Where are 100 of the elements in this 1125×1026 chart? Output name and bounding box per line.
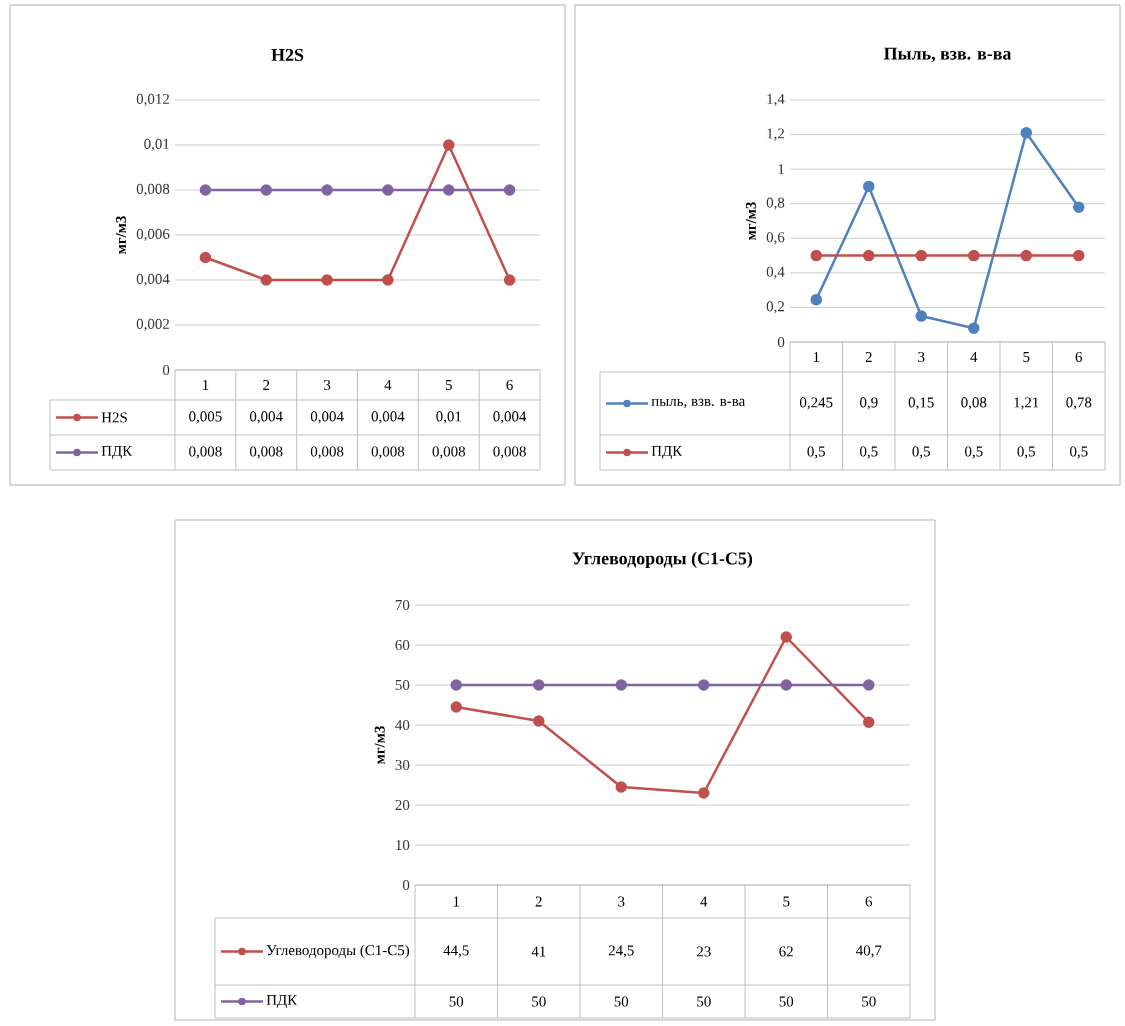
data-label: 0,78: [1066, 397, 1092, 410]
legend-label: пыль, взв. в-ва: [651, 398, 746, 409]
point: [199, 251, 212, 264]
data-label: 62: [779, 946, 793, 957]
data-label: 23: [696, 946, 711, 957]
legend-label: ПДК: [651, 446, 683, 459]
data-label: 24,5: [608, 945, 634, 958]
data-label: 0,004: [310, 411, 344, 424]
point: [863, 249, 875, 262]
x-tick-label: 4: [384, 380, 392, 390]
y-tick-label: 0,6: [766, 232, 785, 245]
y-tick-label: 0: [162, 364, 170, 376]
data-label: 0,9: [860, 397, 878, 410]
point: [698, 787, 710, 799]
point: [863, 716, 875, 728]
x-tick-label: 2: [535, 896, 542, 907]
data-label: 0,008: [310, 446, 344, 459]
point: [780, 679, 792, 691]
point: [443, 139, 455, 151]
x-tick-label: 1: [813, 352, 820, 362]
point: [503, 184, 516, 196]
point: [1073, 249, 1085, 262]
point: [1073, 201, 1085, 213]
x-tick-label: 2: [263, 380, 270, 390]
point: [863, 180, 875, 193]
point: [968, 249, 980, 262]
point: [321, 274, 333, 286]
data-label: 0,008: [432, 446, 466, 459]
x-tick-label: 5: [445, 380, 452, 390]
point: [443, 184, 455, 196]
data-label: 0,245: [799, 397, 833, 410]
y-tick-label: 0,01: [144, 138, 169, 152]
point: [450, 679, 462, 691]
point: [863, 679, 875, 691]
data-label: 50: [862, 996, 876, 1007]
point: [199, 184, 212, 196]
point: [533, 679, 545, 691]
x-tick-label: 4: [970, 352, 978, 362]
data-label: 0,5: [965, 446, 983, 459]
point: [915, 310, 928, 322]
x-tick-label: 6: [1075, 351, 1083, 363]
chart-title: Пыль, взв. в-ва: [883, 47, 1012, 63]
data-label: 40,7: [856, 945, 882, 958]
data-label: 0,08: [961, 397, 987, 410]
point: [382, 184, 394, 196]
point: [968, 322, 980, 334]
x-tick-label: 4: [700, 896, 708, 907]
data-label: 0,008: [493, 446, 526, 459]
data-label: 50: [614, 996, 629, 1007]
y-tick-label: 0: [402, 879, 410, 891]
point: [1020, 127, 1033, 139]
y-tick-label: 30: [395, 759, 410, 771]
point: [533, 715, 545, 727]
x-tick-label: 2: [865, 352, 872, 362]
y-tick-label: 20: [395, 799, 410, 811]
y-tick-label: 0,2: [766, 301, 784, 314]
chart-title: H2S: [271, 48, 304, 62]
x-tick-label: 6: [865, 896, 873, 907]
point: [260, 274, 272, 286]
y-tick-label: 50: [395, 679, 410, 691]
data-label: 0,15: [908, 397, 934, 410]
y-tick-label: 0,8: [766, 197, 785, 210]
data-label: 41: [531, 946, 546, 957]
x-tick-label: 3: [324, 379, 331, 391]
point: [260, 184, 272, 196]
y-tick-label: 0,4: [766, 266, 785, 279]
data-label: 0,5: [912, 446, 930, 459]
y-tick-label: 0,008: [136, 183, 170, 197]
data-label: 1,21: [1014, 397, 1039, 410]
x-tick-label: 6: [506, 379, 513, 391]
legend-label: ПДК: [266, 995, 298, 1008]
x-tick-label: 3: [918, 351, 925, 363]
x-tick-label: 3: [618, 896, 625, 907]
data-label: 0,5: [1070, 446, 1088, 459]
data-label: 0,5: [1017, 446, 1035, 459]
point: [615, 781, 627, 793]
data-label: 50: [532, 996, 546, 1007]
data-label: 0,5: [807, 446, 825, 459]
y-tick-label: 60: [395, 639, 410, 651]
y-axis-title: мг/м3: [116, 216, 127, 254]
y-tick-label: 1,2: [767, 128, 784, 141]
point: [321, 184, 333, 196]
data-label: 0,004: [249, 411, 283, 424]
y-tick-label: 10: [396, 839, 410, 851]
y-tick-label: 40: [395, 719, 410, 731]
data-label: 0,004: [493, 411, 527, 424]
x-tick-label: 1: [202, 380, 209, 390]
data-label: 50: [697, 996, 711, 1007]
point: [503, 274, 516, 286]
x-tick-label: 5: [1023, 352, 1030, 362]
point: [810, 293, 823, 306]
y-axis-title: мг/м3: [374, 726, 385, 764]
y-tick-label: 0,002: [136, 318, 169, 332]
data-label: 0,01: [436, 411, 461, 424]
y-tick-label: 1: [778, 164, 784, 175]
point: [698, 679, 710, 691]
point: [382, 274, 394, 286]
data-label: 0,008: [249, 446, 283, 459]
legend-label: Углеводороды (С1-С5): [266, 944, 410, 959]
point: [615, 679, 627, 691]
